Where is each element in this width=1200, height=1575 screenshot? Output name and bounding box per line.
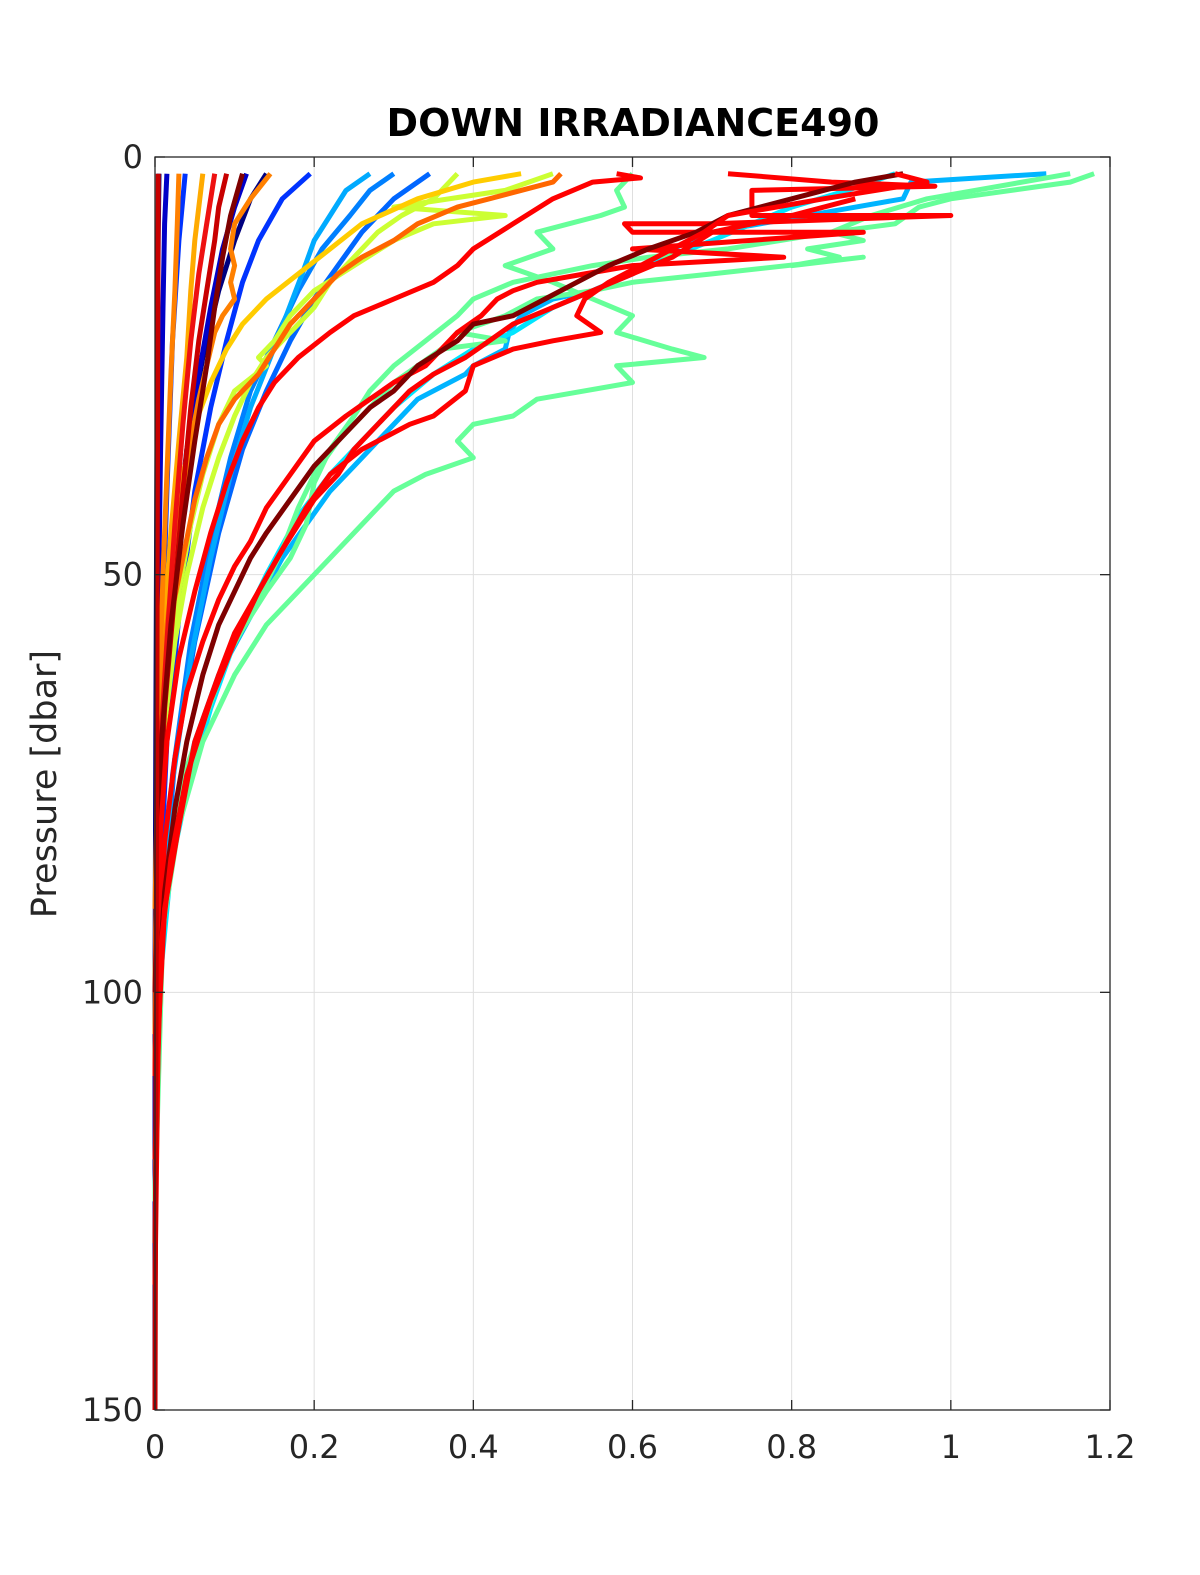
- series-line-14: [152, 171, 707, 1202]
- series-line-11: [152, 171, 896, 1202]
- series-line-29: [152, 196, 856, 1160]
- series-line-30: [152, 173, 161, 1411]
- series-line-24: [152, 173, 245, 993]
- x-tick-label: 1: [941, 1428, 961, 1466]
- y-axis-label: Pressure [dbar]: [25, 650, 65, 918]
- tick-marks: [154, 156, 1111, 1411]
- grid-lines: [154, 156, 1111, 1411]
- x-tick-label: 0.8: [766, 1428, 817, 1466]
- series-line-26: [152, 171, 643, 1076]
- x-tick-label: 0: [145, 1428, 165, 1466]
- y-tick-labels: 0 50 100 150: [82, 138, 143, 1429]
- x-tick-label: 0.6: [607, 1428, 658, 1466]
- series-group: [152, 171, 1095, 1411]
- x-tick-labels: 0 0.2 0.4 0.6 0.8 1 1.2: [145, 1428, 1136, 1466]
- x-tick-label: 0.4: [448, 1428, 499, 1466]
- x-tick-label: 1.2: [1085, 1428, 1136, 1466]
- chart-title: DOWN IRRADIANCE490: [387, 101, 880, 145]
- series-line-25: [152, 171, 954, 1243]
- y-tick-label: 150: [82, 1391, 143, 1429]
- x-tick-label: 0.2: [289, 1428, 340, 1466]
- y-tick-label: 50: [102, 556, 143, 594]
- series-line-28: [152, 171, 930, 1285]
- series-line-27: [152, 171, 904, 1243]
- series-line-19: [152, 173, 182, 909]
- series-line-16: [152, 171, 554, 1076]
- y-tick-label: 100: [82, 973, 143, 1011]
- y-tick-label: 0: [123, 138, 143, 176]
